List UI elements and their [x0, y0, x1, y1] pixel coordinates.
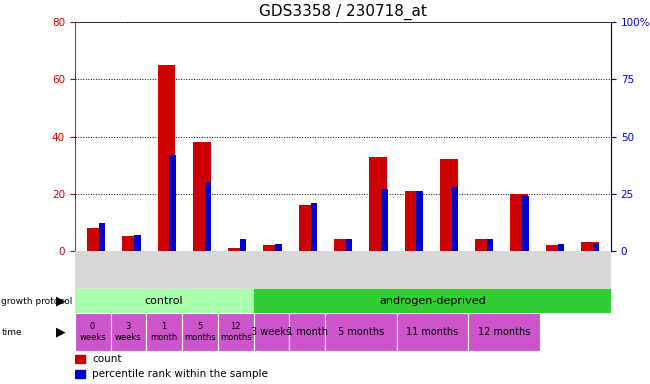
- Bar: [182, 313, 218, 351]
- Bar: [218, 313, 254, 351]
- Text: count: count: [92, 354, 122, 364]
- Bar: [522, 196, 528, 251]
- Bar: [468, 313, 540, 351]
- Text: 12 months: 12 months: [478, 327, 530, 337]
- Bar: [346, 239, 352, 251]
- Bar: [134, 235, 140, 251]
- Text: percentile rank within the sample: percentile rank within the sample: [92, 369, 268, 379]
- Bar: [254, 289, 611, 313]
- Bar: [170, 155, 176, 251]
- Bar: [289, 313, 325, 351]
- Bar: [299, 205, 317, 251]
- Bar: [325, 313, 396, 351]
- Bar: [311, 203, 317, 251]
- Text: 5 months: 5 months: [337, 327, 384, 337]
- Bar: [75, 313, 110, 351]
- Bar: [369, 157, 387, 251]
- Bar: [404, 191, 422, 251]
- Bar: [158, 65, 176, 251]
- Bar: [334, 239, 352, 251]
- Text: 1
month: 1 month: [151, 323, 177, 342]
- Text: time: time: [1, 328, 22, 337]
- Bar: [99, 223, 105, 251]
- Text: 11 months: 11 months: [406, 327, 458, 337]
- Bar: [254, 313, 289, 351]
- Bar: [546, 245, 564, 251]
- Bar: [381, 189, 387, 251]
- Bar: [75, 370, 85, 378]
- Bar: [581, 242, 599, 251]
- Text: 0
weeks: 0 weeks: [79, 323, 106, 342]
- Bar: [452, 187, 458, 251]
- Text: ▶: ▶: [56, 326, 65, 339]
- Text: growth protocol: growth protocol: [1, 296, 73, 306]
- Text: control: control: [145, 296, 183, 306]
- Bar: [475, 239, 493, 251]
- Bar: [593, 244, 599, 251]
- Bar: [75, 289, 254, 313]
- Bar: [396, 313, 468, 351]
- Bar: [228, 248, 246, 251]
- Text: 1 month: 1 month: [287, 327, 328, 337]
- Text: 3 weeks: 3 weeks: [252, 327, 291, 337]
- Title: GDS3358 / 230718_at: GDS3358 / 230718_at: [259, 3, 427, 20]
- Text: 12
months: 12 months: [220, 323, 252, 342]
- Text: ▶: ▶: [56, 295, 65, 308]
- Bar: [487, 239, 493, 251]
- Bar: [122, 237, 140, 251]
- Bar: [276, 244, 281, 251]
- Bar: [263, 245, 281, 251]
- Bar: [87, 228, 105, 251]
- Bar: [193, 142, 211, 251]
- Text: 5
months: 5 months: [184, 323, 216, 342]
- Bar: [146, 313, 182, 351]
- Bar: [558, 244, 564, 251]
- Bar: [440, 159, 458, 251]
- Bar: [417, 191, 423, 251]
- Bar: [111, 313, 146, 351]
- Bar: [205, 182, 211, 251]
- Text: androgen-deprived: androgen-deprived: [379, 296, 486, 306]
- Bar: [510, 194, 528, 251]
- Bar: [75, 356, 85, 364]
- Bar: [240, 239, 246, 251]
- Text: 3
weeks: 3 weeks: [115, 323, 142, 342]
